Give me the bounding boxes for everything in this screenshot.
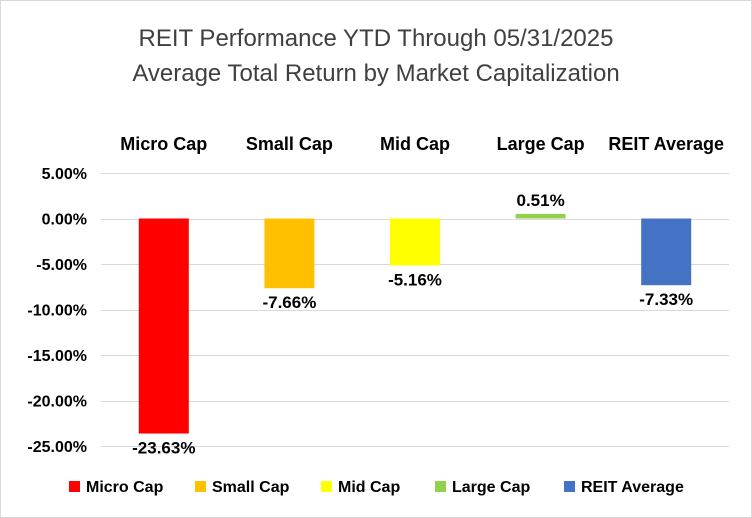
legend-label: Large Cap [452,479,530,496]
chart-subtitle: Average Total Return by Market Capitaliz… [132,60,619,87]
data-label: -5.16% [388,270,442,289]
category-labels: Micro Cap Small Cap Mid Cap Large Cap REIT A… [120,134,724,154]
chart-title: REIT Performance YTD Through 05/31/2025 [139,25,614,52]
data-label: -23.63% [132,439,195,458]
category-label: Small Cap [246,134,333,154]
legend-swatch [564,481,575,492]
category-label: REIT Average [608,134,724,154]
category-label: Large Cap [497,134,585,154]
bar-small-cap [264,218,315,289]
legend-label: REIT Average [581,479,684,496]
y-tick-label: -15.00% [27,348,87,365]
bar-mid-cap [390,218,440,266]
legend-label: Micro Cap [86,479,164,496]
y-tick-label: -20.00% [27,394,87,411]
bar-reit-average [641,218,692,286]
data-label: -7.33% [639,290,693,309]
bars [138,213,692,434]
data-labels: -23.63% -7.66% -5.16% 0.51% -7.33% [132,191,693,458]
category-label: Mid Cap [380,134,450,154]
category-label: Micro Cap [120,134,207,154]
y-tick-label: 5.00% [42,166,87,183]
gridlines [101,173,729,447]
y-tick-label: -5.00% [36,257,87,274]
legend: Micro Cap Small Cap Mid Cap Large Cap REIT A… [69,479,684,496]
y-tick-label: 0.00% [42,212,87,229]
data-label: 0.51% [516,191,564,210]
bar-large-cap [515,213,566,219]
legend-swatch [69,481,80,492]
legend-label: Mid Cap [338,479,400,496]
data-label: -7.66% [262,293,316,312]
y-tick-label: -25.00% [27,439,87,456]
bar-micro-cap [138,218,189,434]
legend-swatch [435,481,446,492]
y-axis-tick-labels: 5.00% 0.00% -5.00% -10.00% -15.00% -20.00% -25… [27,166,87,456]
y-tick-label: -10.00% [27,303,87,320]
legend-swatch [195,481,206,492]
legend-swatch [321,481,332,492]
legend-label: Small Cap [212,479,290,496]
